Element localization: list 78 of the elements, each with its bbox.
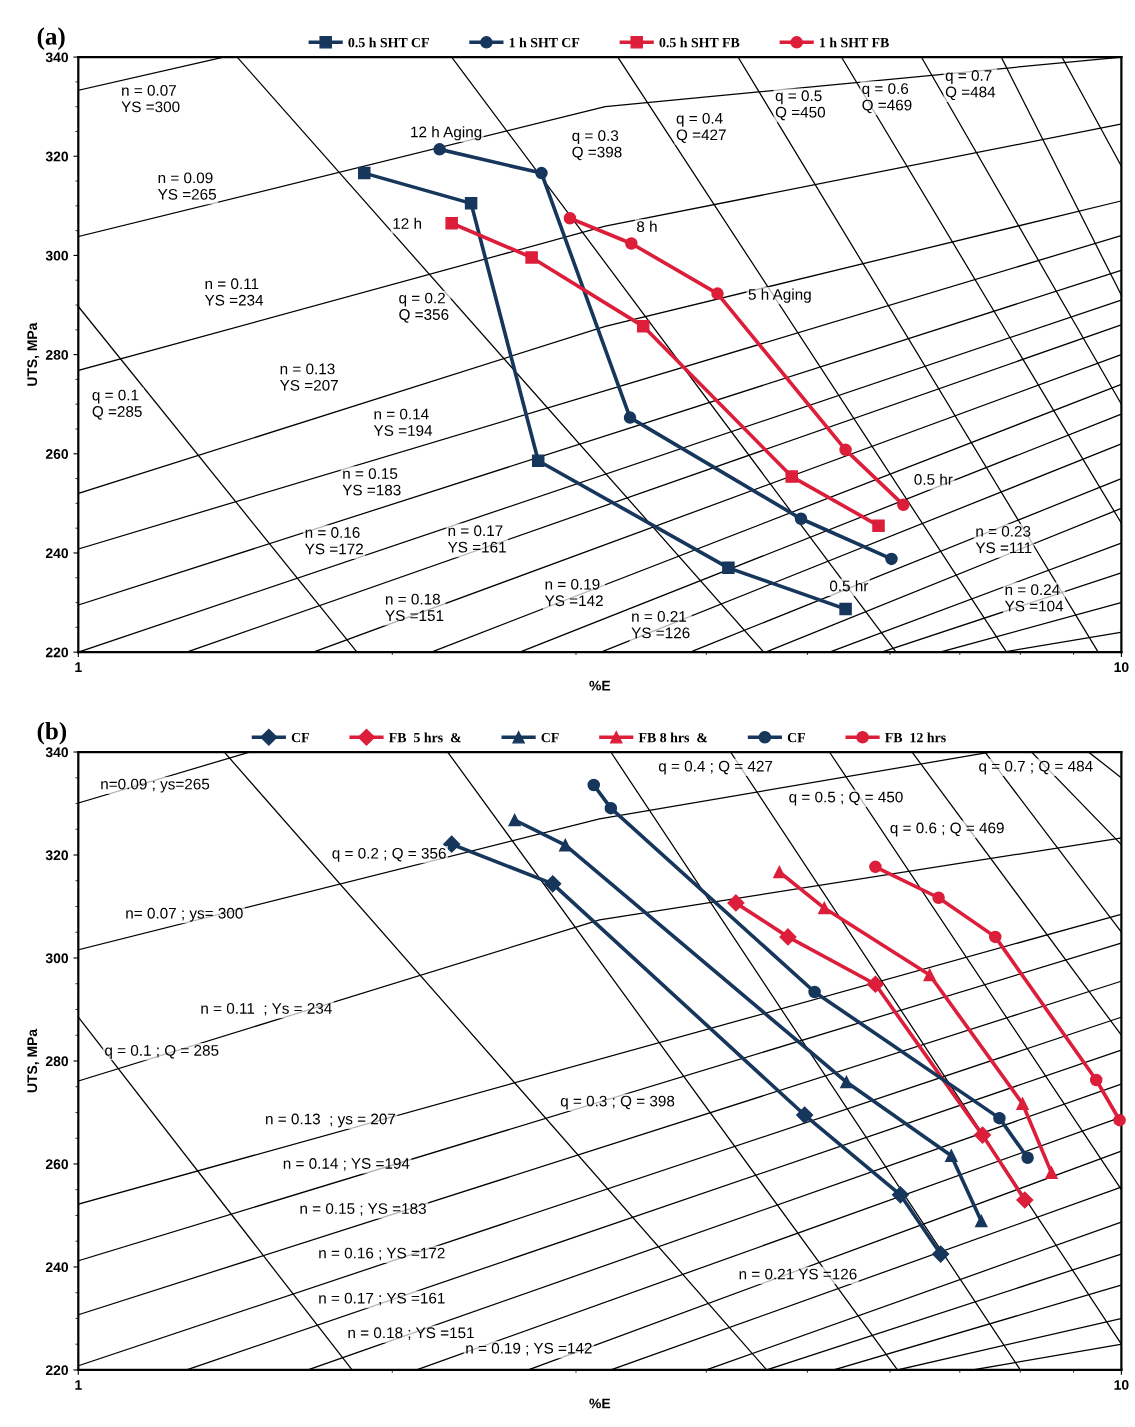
y-tick-label: 320 <box>45 151 69 162</box>
annotation: n = 0.19 ; YS =142 <box>466 1342 592 1356</box>
y-axis-title: UTS, MPa <box>27 322 40 386</box>
annotation: q = 0.5 Q =450 <box>775 90 826 121</box>
annotation: n = 0.16 YS =172 <box>305 527 363 555</box>
annotation: 0.5 hr <box>914 473 953 485</box>
y-tick-label: 240 <box>45 548 69 559</box>
annotation: n = 0.19 YS =142 <box>544 578 603 607</box>
legend-label: 1 h SHT FB <box>820 37 889 48</box>
annotation: n = 0.07 YS =300 <box>121 84 180 113</box>
legend-label: 0.5 h SHT FB <box>659 37 740 48</box>
y-tick-label: 280 <box>45 349 69 360</box>
x-tick-label: 1 <box>75 1380 82 1390</box>
annotation: n = 0.14 YS =194 <box>373 408 433 436</box>
annotation: q = 0.3 ; Q = 398 <box>560 1095 675 1110</box>
legend-label: FB 8 hrs & <box>638 732 708 743</box>
annotation: n = 0.21 YS =126 <box>739 1268 857 1280</box>
annotation: q = 0.6 Q =469 <box>862 83 912 114</box>
annotation: 5 h Aging <box>748 288 811 303</box>
y-tick-label: 320 <box>45 850 69 861</box>
legend-label: FB 5 hrs & <box>388 732 461 743</box>
annotation: 8 h <box>637 220 657 232</box>
annotation: 12 h <box>393 217 422 229</box>
annotation: 0.5 hr <box>829 580 869 592</box>
annotation: q = 0.1 Q =285 <box>92 389 142 420</box>
chart-title: (a) <box>37 27 65 50</box>
y-tick-label: 260 <box>45 449 69 459</box>
chart-title: (b) <box>37 721 67 745</box>
annotation: q = 0.6 ; Q = 469 <box>890 822 1004 837</box>
annotation: q = 0.4 ; Q = 427 <box>658 760 773 775</box>
annotation: n=0.09 ; ys=265 <box>101 778 210 793</box>
x-axis-title: %E <box>589 1398 611 1409</box>
legend-label: CF <box>787 732 805 743</box>
y-tick-label: 340 <box>45 52 69 63</box>
annotation: q = 0.3 Q =398 <box>572 130 622 161</box>
annotation: n = 0.13 YS =207 <box>279 363 338 391</box>
legend-label: 0.5 h SHT CF <box>348 37 429 48</box>
annotation: q = 0.4 Q =427 <box>676 112 726 143</box>
annotation: n = 0.23 YS =111 <box>975 525 1032 554</box>
annotation: q = 0.2 Q =356 <box>399 292 449 323</box>
y-tick-label: 260 <box>45 1159 69 1170</box>
annotation: n = 0.15 YS =183 <box>342 468 401 496</box>
annotation: n = 0.09 YS =265 <box>157 172 216 200</box>
y-axis-title: UTS, MPa <box>27 1028 40 1093</box>
annotation: n = 0.13 ; ys = 207 <box>266 1113 396 1128</box>
annotation: n = 0.18 ; YS =151 <box>348 1327 474 1340</box>
x-tick-label: 1 <box>75 662 82 672</box>
annotation: n = 0.14 ; YS =194 <box>283 1158 410 1171</box>
legend-label: FB 12 hrs <box>885 732 946 743</box>
x-tick-label: 10 <box>1114 662 1129 673</box>
x-tick-label: 10 <box>1114 1380 1129 1390</box>
legend-label: 1 h SHT CF <box>509 37 580 48</box>
annotation: n = 0.18 YS =151 <box>385 593 444 622</box>
y-tick-label: 240 <box>45 1262 69 1273</box>
y-tick-label: 220 <box>45 647 69 658</box>
annotation: n = 0.21 YS =126 <box>631 611 690 639</box>
annotation: q = 0.7 ; Q = 484 <box>979 760 1093 775</box>
y-tick-label: 220 <box>45 1365 69 1376</box>
y-tick-label: 280 <box>45 1056 69 1067</box>
annotation: n = 0.11 YS =234 <box>204 278 264 306</box>
annotation: n = 0.11 ; Ys = 234 <box>201 1002 332 1016</box>
annotation: 12 h Aging <box>411 126 482 141</box>
legend-label: CF <box>541 732 559 743</box>
annotation: n = 0.15 ; YS =183 <box>300 1203 426 1216</box>
annotation: q = 0.7 Q =484 <box>945 70 996 101</box>
annotation: n = 0.24 YS =104 <box>1004 584 1064 612</box>
x-axis-title: %E <box>589 680 611 691</box>
annotation: q = 0.5 ; Q = 450 <box>789 791 903 806</box>
annotation: n= 0.07 ; ys= 300 <box>126 907 243 922</box>
y-tick-label: 300 <box>45 953 69 964</box>
y-tick-label: 340 <box>45 747 69 758</box>
y-tick-label: 300 <box>45 250 69 261</box>
annotation: q = 0.2 ; Q = 356 <box>332 847 446 862</box>
annotation: n = 0.17 YS =161 <box>447 525 506 553</box>
annotation: n = 0.17 ; YS =161 <box>319 1292 445 1306</box>
annotation: q = 0.1 ; Q = 285 <box>105 1044 219 1059</box>
annotation: n = 0.16 ; YS =172 <box>319 1247 445 1261</box>
legend-label: CF <box>291 732 309 743</box>
